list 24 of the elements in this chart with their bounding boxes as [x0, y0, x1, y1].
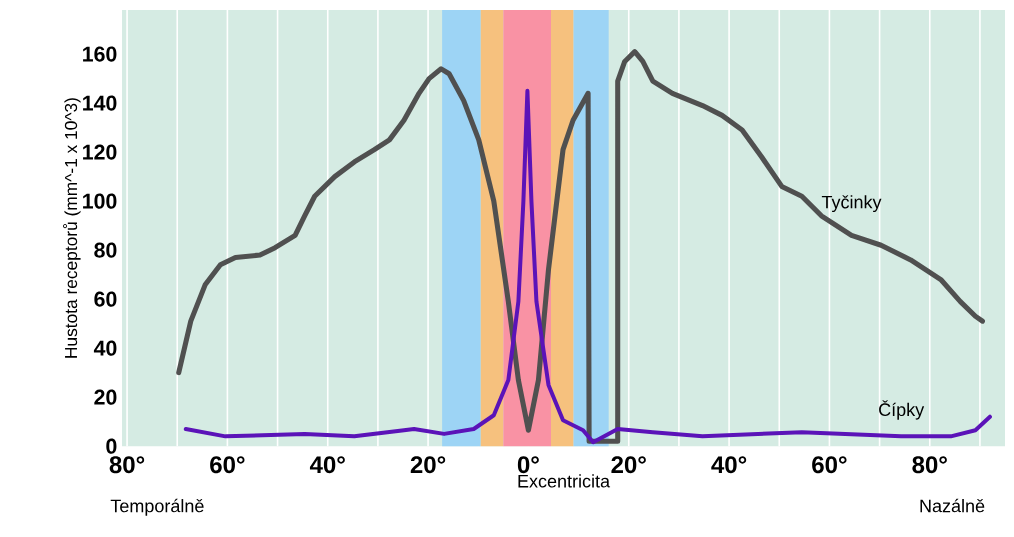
- x-tick-label: 80°: [109, 456, 145, 474]
- x-tick-label: 60°: [812, 456, 847, 474]
- y-tick-label: 0: [106, 438, 117, 454]
- y-tick-label: 120: [83, 144, 117, 160]
- y-tick-label: 20: [94, 389, 117, 405]
- x-tick-label: 60°: [210, 456, 245, 474]
- x-tick-label: 0°: [517, 456, 539, 474]
- text: Nazálně: [920, 498, 985, 513]
- x-tick-label: 20°: [611, 456, 646, 474]
- x-axis-title: Excentricita: [518, 474, 611, 488]
- y-tick-label: 160: [83, 46, 117, 62]
- y-tick-label: 80: [94, 242, 117, 258]
- y-tick-label: 40: [93, 340, 117, 356]
- series-label: Tyčinky: [821, 195, 882, 212]
- y-tick-label: 100: [83, 193, 117, 209]
- y-tick-label: 60: [94, 291, 117, 307]
- x-tick-label: 40°: [711, 456, 747, 474]
- x-tick-label: 20°: [410, 456, 446, 474]
- x-tick-label: 40°: [309, 456, 345, 474]
- x-tick-label: 80°: [912, 456, 947, 474]
- text: Temporálně: [110, 498, 204, 516]
- y-tick-label: 140: [83, 95, 117, 111]
- y-axis-title: Hustota receptorů (mm^-1 x 10^3): [63, 98, 81, 358]
- series-label: Čípky: [879, 400, 925, 420]
